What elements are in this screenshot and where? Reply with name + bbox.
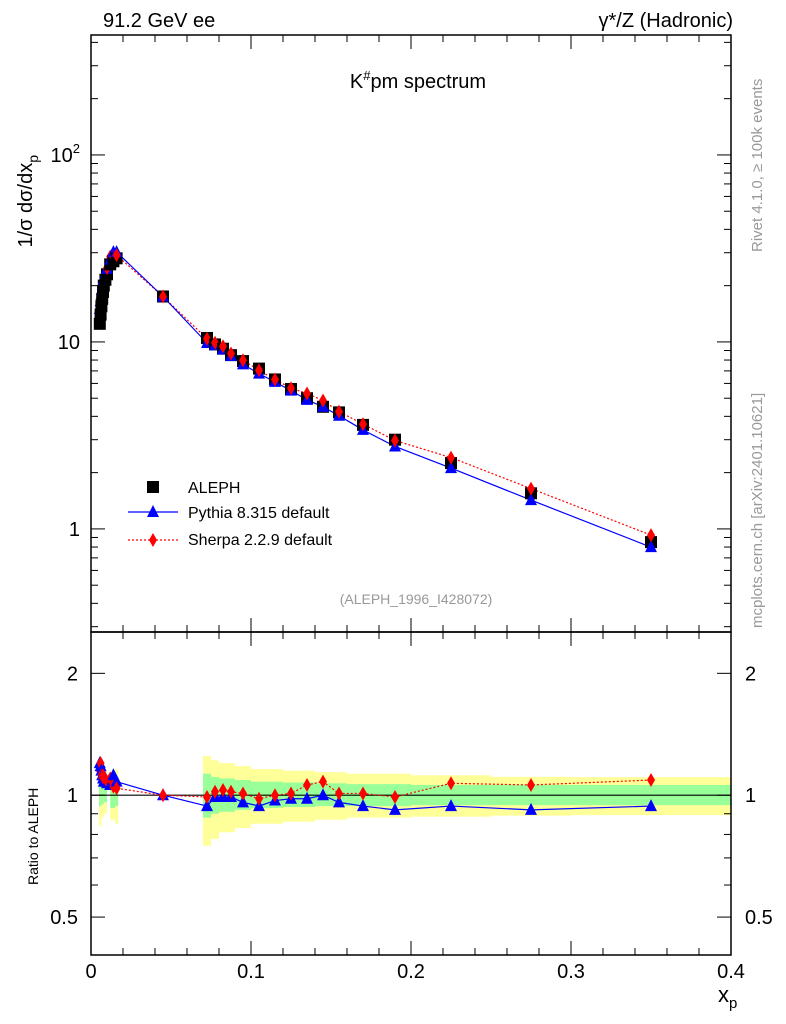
pythia-point: [445, 461, 457, 474]
sherpa-point: [271, 372, 279, 387]
aleph-point: [93, 317, 106, 330]
sherpa-point: [319, 393, 327, 408]
legend-marker-pythia: [147, 505, 159, 517]
ratio-tick-label-right: 2: [745, 663, 756, 685]
sherpa-ratio-point: [303, 777, 311, 792]
sherpa-point: [239, 353, 247, 368]
pythia-ratio-point: [389, 802, 401, 815]
x-axis-label: xp: [718, 982, 737, 1012]
pythia-ratio-point: [301, 791, 313, 804]
mcplots-label: mcplots.cern.ch [arXiv:2401.10621]: [749, 393, 766, 628]
sherpa-point: [527, 481, 535, 496]
y-tick-label: 1: [69, 519, 80, 541]
pythia-ratio-point: [445, 799, 457, 812]
pythia-ratio-point: [201, 799, 213, 812]
sherpa-ratio-point: [359, 786, 367, 801]
sherpa-point: [447, 450, 455, 465]
pythia-ratio-point: [525, 802, 537, 815]
sherpa-ratio-point: [319, 774, 327, 789]
ratio-band-stat: [99, 775, 102, 807]
sherpa-point: [335, 404, 343, 419]
y-tick-label: 10: [58, 332, 80, 354]
sherpa-ratio-point: [203, 789, 211, 804]
sherpa-ratio-point: [647, 773, 655, 788]
header-right: γ*/Z (Hadronic): [599, 10, 733, 32]
legend-label-sherpa: Sherpa 2.2.9 default: [188, 532, 333, 549]
ratio-band-stat: [103, 783, 107, 803]
pythia-ratio-point: [237, 795, 249, 808]
sherpa-ratio-point: [271, 788, 279, 803]
ratio-tick-label-left: 1: [67, 785, 78, 807]
sherpa-ratio-line: [99, 763, 652, 800]
header-left: 91.2 GeV ee: [103, 10, 215, 32]
pythia-point: [645, 540, 657, 553]
pythia-ratio-point: [110, 774, 123, 787]
sherpa-point: [159, 289, 167, 304]
pythia-ratio-point: [357, 799, 369, 812]
x-tick-label: 0: [85, 961, 96, 983]
sherpa-point: [255, 363, 263, 378]
legend: ALEPH Pythia 8.315 default Sherpa 2.2.9 …: [128, 480, 333, 549]
ratio-y-axis-label: Ratio to ALEPH: [25, 788, 41, 885]
pythia-ratio-point: [317, 788, 329, 801]
sherpa-ratio-point: [391, 789, 399, 804]
ratio-band-stat: [101, 780, 104, 805]
sherpa-ratio-point: [239, 786, 247, 801]
pythia-line: [99, 251, 652, 548]
y-tick-label: 102: [51, 141, 80, 167]
sherpa-ratio-point: [447, 776, 455, 791]
x-tick-label: 0.4: [717, 961, 745, 983]
sherpa-point: [303, 386, 311, 401]
legend-label-pythia: Pythia 8.315 default: [188, 505, 330, 522]
sherpa-ratio-point: [112, 781, 121, 796]
sherpa-point: [112, 248, 121, 263]
ratio-tick-label-right: 1: [745, 785, 756, 807]
sherpa-ratio-point: [211, 784, 219, 799]
sherpa-ratio-point: [527, 777, 535, 792]
sherpa-ratio-point: [287, 786, 295, 801]
main-plot-frame: [90, 34, 732, 633]
sherpa-point: [227, 346, 235, 361]
y-axis-label: 1/σ dσ/dxp: [15, 155, 41, 248]
rivet-label: Rivet 4.1.0, ≥ 100k events: [749, 79, 766, 252]
sherpa-ratio-point: [255, 791, 263, 806]
pythia-point: [525, 493, 537, 506]
ratio-tick-label-right: 0.5: [745, 907, 773, 929]
sherpa-line: [99, 254, 652, 536]
legend-marker-aleph: [147, 481, 159, 493]
sherpa-point: [287, 381, 295, 396]
x-tick-label: 0.1: [237, 961, 265, 983]
sherpa-point: [359, 417, 367, 432]
ratio-tick-label-left: 2: [67, 663, 78, 685]
x-tick-label: 0.2: [397, 961, 425, 983]
ratio-tick-label-left: 0.5: [50, 907, 78, 929]
pythia-ratio-point: [333, 795, 345, 808]
sherpa-ratio-point: [219, 783, 227, 798]
sherpa-ratio-point: [335, 786, 343, 801]
sherpa-point: [647, 528, 655, 543]
legend-label-aleph: ALEPH: [188, 480, 240, 497]
analysis-label: (ALEPH_1996_I428072): [340, 591, 493, 607]
sherpa-point: [391, 433, 399, 448]
x-tick-label: 0.3: [557, 961, 585, 983]
legend-marker-sherpa: [149, 533, 157, 547]
chart-title: K#pm spectrum: [350, 68, 486, 93]
sherpa-ratio-point: [227, 784, 235, 799]
sherpa-ratio-point: [159, 788, 167, 803]
pythia-ratio-point: [645, 799, 657, 812]
